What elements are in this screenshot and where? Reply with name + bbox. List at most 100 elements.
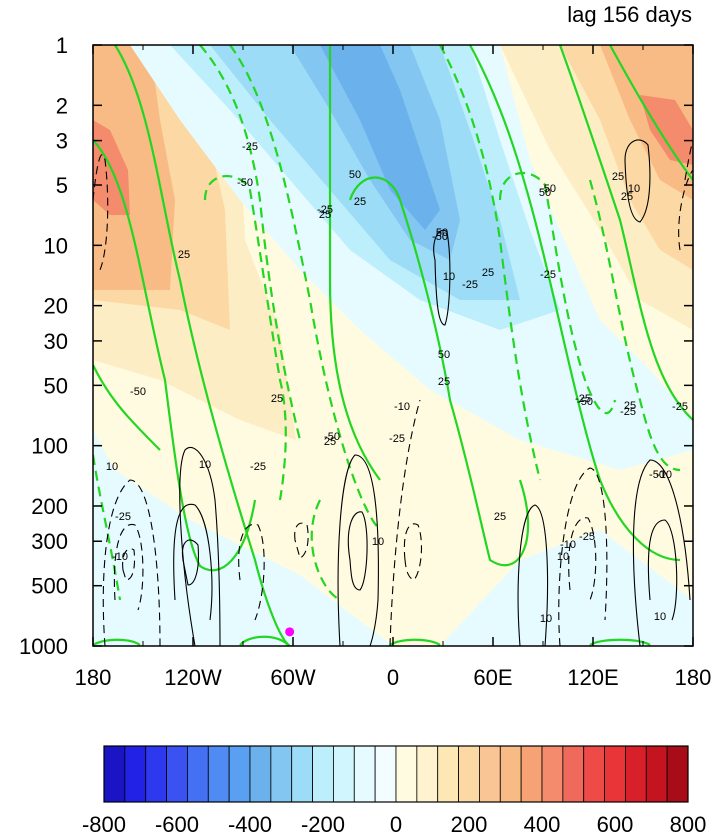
x-tick-label: 120E [567,665,618,690]
contour-line [93,454,122,601]
green-contour-label: 25 [438,376,450,388]
green-contour-label: -50 [130,386,146,398]
green-contour-label: 50 [349,169,361,181]
contour-line [173,503,213,621]
green-contour-label: 25 [612,171,624,183]
y-tick-label: 1 [56,33,68,58]
contour-line [294,522,309,559]
colorbar-swatch [645,745,668,803]
black-contour-label: 10 [540,613,552,625]
colorbar-swatch [166,745,188,803]
green-contour-label: -25 [317,204,333,216]
green-contour-label: -25 [540,269,556,281]
colorbar-swatch [499,745,522,803]
green-contour-label: 50 [539,187,551,199]
black-contours [173,139,691,646]
green-contour-label: -25 [620,406,636,418]
x-axis: 180 120W 60W 0 60E 120E 180 [75,45,711,690]
contour-line [310,499,341,601]
contour-line [348,176,530,567]
black-contour-label: 10 [628,183,640,195]
colorbar-swatch [416,745,439,803]
colorbar-tick-label: 400 [524,812,561,837]
contour-line [498,171,617,415]
black-contours-dashed [93,139,693,646]
contour-line [93,638,141,646]
contour-line [238,523,265,621]
colorbar-swatch [562,745,585,803]
contour-line [403,523,423,581]
black-contour-label: 10 [557,551,569,563]
x-tick-label: 0 [387,665,399,690]
colorbar-swatch [270,745,293,803]
y-tick-label: 1000 [19,634,68,659]
green-contour-label: 50 [438,349,450,361]
colorbar-swatch [520,745,543,803]
green-contour-label: -50 [649,469,665,481]
x-tick-label: 120W [164,665,222,690]
contour-line [229,45,381,531]
black-contour-label: -10 [560,539,576,551]
green-contour-label: -25 [672,401,688,413]
y-tick-label: 200 [31,494,68,519]
green-contour-label: 25 [354,196,366,208]
green-contour-label: 25 [271,393,283,405]
colorbar-swatch [458,745,480,803]
colorbar-swatch [228,745,251,803]
green-contour-label: 50 [436,227,448,239]
contour-line [328,45,381,481]
contour-line [93,154,109,271]
x-tick-label: 60W [270,665,315,690]
location-marker [285,627,295,637]
y-tick-label: 100 [31,434,68,459]
green-contour-label: -25 [462,279,478,291]
y-tick-label: 5 [56,173,68,198]
green-contours [93,45,693,646]
colorbar-swatch [437,745,459,803]
green-contour-label: -50 [324,431,340,443]
black-contour-label: 10 [106,461,118,473]
colorbar-tick-label: -600 [155,812,199,837]
colorbar-swatch [145,745,167,803]
colorbar-swatch [249,745,272,803]
black-contour-label: 10 [199,459,211,471]
contour-line [347,511,368,591]
green-contour-label: -50 [577,396,593,408]
colorbar-swatch [583,745,605,803]
contour-line [433,229,451,326]
x-tick-label: 60E [473,665,512,690]
green-contour-label: -50 [237,177,253,189]
contour-line [337,454,379,646]
colorbar-frame [103,745,689,803]
contour-line [93,139,257,572]
contour-line [558,467,608,646]
black-contour-label: -10 [112,551,128,563]
contour-line [609,45,693,181]
y-tick-label: 300 [31,529,68,554]
y-tick-label: 500 [31,574,68,599]
contour-line [199,45,302,441]
green-contour-label: -50 [540,183,556,195]
green-contour-label: 25 [494,511,506,523]
colorbar-tick-label: 0 [390,812,402,837]
contour-line [102,479,161,646]
colorbar-tick-label: 200 [451,812,488,837]
black-contour-label: 10 [372,536,384,548]
contour-line [588,179,681,472]
colorbar-swatch [395,745,418,803]
colorbar-swatch [291,745,313,803]
black-contour-label: -10 [656,469,672,481]
green-contour-label: 25 [621,191,633,203]
y-tick-label: 3 [56,129,68,154]
green-contour-labels: -25-5025-50-2525-25-50-2550-502525-2525-… [115,141,688,543]
colorbar-swatch [625,745,647,803]
x-tick-label: 180 [75,665,112,690]
contour-line [439,45,542,481]
contour-line [93,364,161,451]
green-contour-label: 25 [319,209,331,221]
contour-line [122,548,136,581]
green-contour-label: -25 [575,393,591,405]
contour-line [647,519,678,621]
